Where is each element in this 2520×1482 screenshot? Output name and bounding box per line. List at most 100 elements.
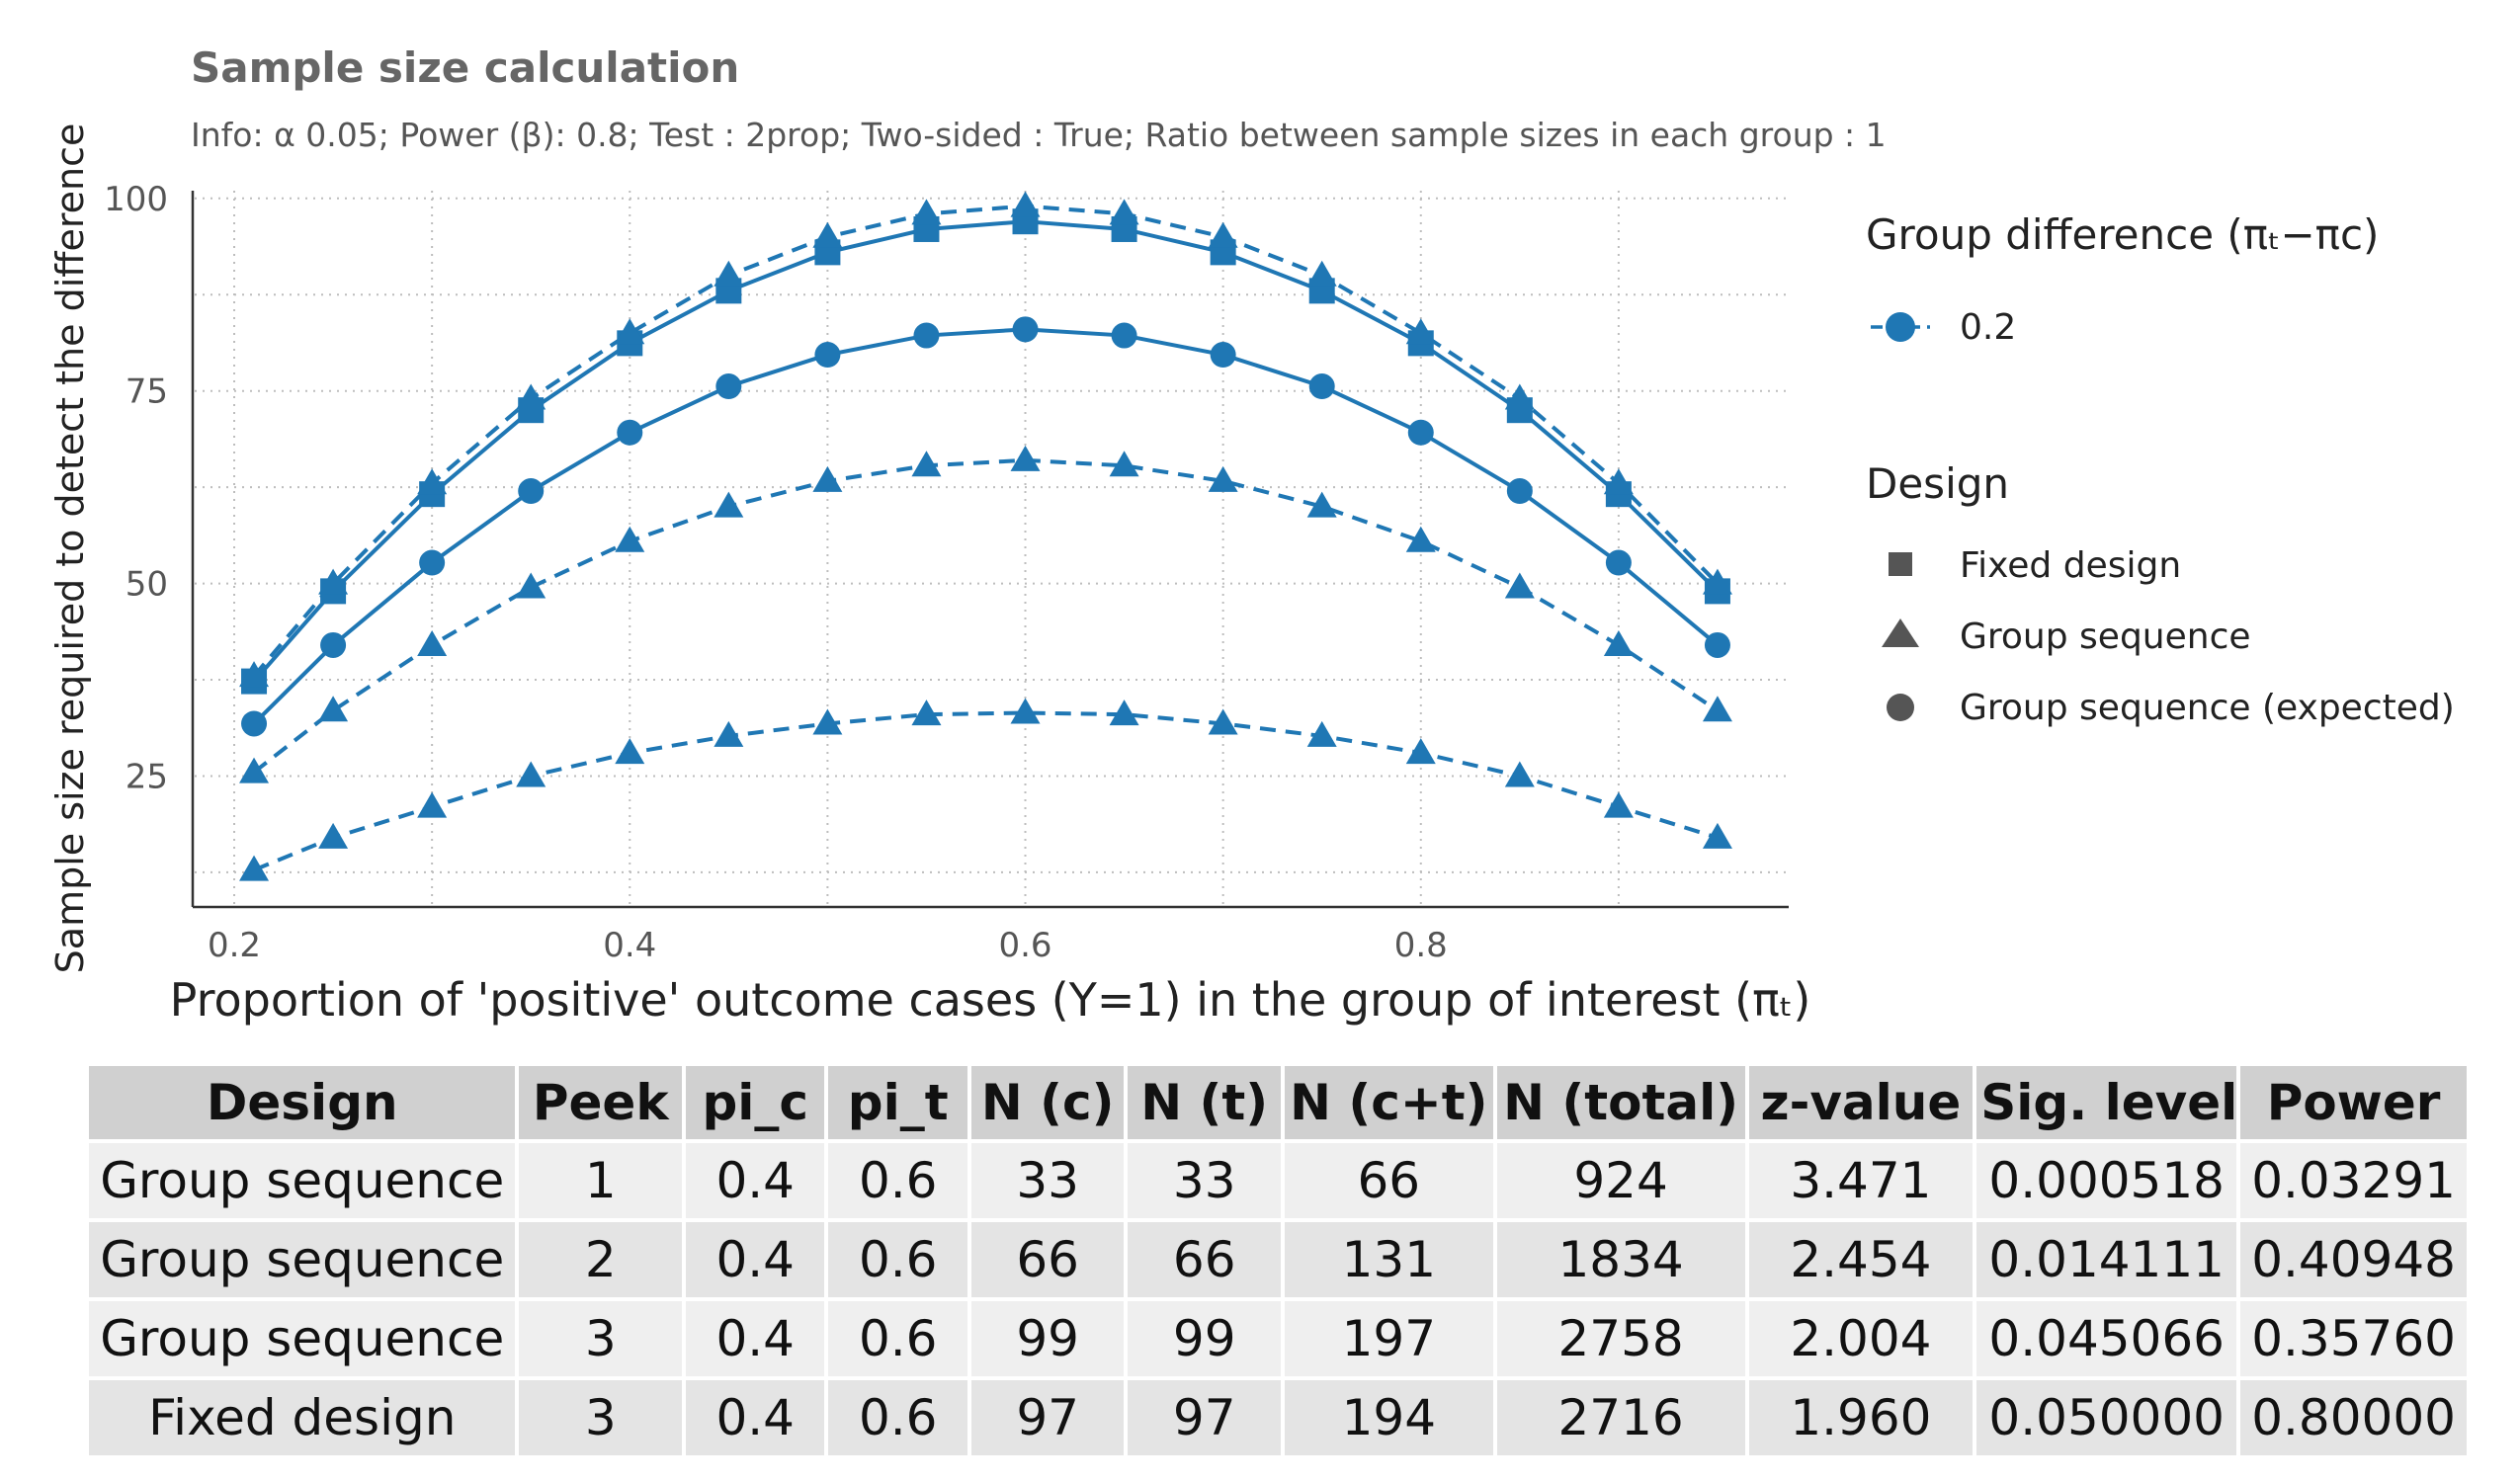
triangle-point xyxy=(1208,465,1238,492)
table-cell: 0.6 xyxy=(828,1380,967,1455)
triangle-point xyxy=(417,629,448,656)
circle-point xyxy=(1704,631,1730,658)
results-table: Design Peek pi_c pi_t N (c) N (t) N (c+t… xyxy=(85,1062,2471,1459)
triangle-point xyxy=(812,708,843,735)
series-line xyxy=(252,327,1720,725)
table-cell: 0.014111 xyxy=(1976,1222,2237,1297)
table-cell: 0.4 xyxy=(686,1143,825,1218)
triangle-point xyxy=(516,383,546,410)
triangle-point xyxy=(1603,629,1634,656)
table-cell: Group sequence xyxy=(89,1301,516,1376)
grid-lines xyxy=(195,191,1787,907)
header-pi-c: pi_c xyxy=(686,1066,825,1139)
data-points xyxy=(239,191,1732,881)
triangle-point xyxy=(911,451,942,477)
table-cell: 0.050000 xyxy=(1976,1380,2237,1455)
table-cell: 0.03291 xyxy=(2240,1143,2467,1218)
chart-title: Sample size calculation xyxy=(191,43,739,92)
triangle-point xyxy=(1603,468,1634,495)
y-tick-label: 50 xyxy=(126,565,168,605)
triangle-point xyxy=(1109,451,1139,477)
triangle-point xyxy=(812,221,843,248)
series-line xyxy=(252,204,1720,678)
triangle-point xyxy=(1504,572,1535,599)
header-sig-level: Sig. level xyxy=(1976,1066,2237,1139)
x-tick-label: 0.2 xyxy=(208,926,261,965)
header-n-t: N (t) xyxy=(1128,1066,1281,1139)
triangle-point xyxy=(318,822,349,849)
triangle-point xyxy=(1109,199,1139,225)
series-line xyxy=(253,710,1719,872)
y-axis-label: Sample size required to detect the diffe… xyxy=(48,124,92,974)
triangle-point xyxy=(239,757,270,783)
triangle-point xyxy=(911,700,942,726)
legend: Group difference (πₜ−πc) 0.2 Design Fixe… xyxy=(1866,210,2455,728)
triangle-point xyxy=(1306,260,1337,287)
triangle-point xyxy=(1405,318,1436,345)
triangle-point xyxy=(1306,720,1337,747)
circle-point xyxy=(715,373,742,400)
header-n-c: N (c) xyxy=(970,1066,1125,1139)
table-cell: 924 xyxy=(1496,1143,1745,1218)
triangle-point xyxy=(417,468,448,495)
table-cell: 0.4 xyxy=(686,1380,825,1455)
table-row: Fixed design 3 0.4 0.6 97 97 194 2716 1.… xyxy=(89,1380,2467,1455)
circle-point xyxy=(419,549,446,576)
table-cell: 2 xyxy=(519,1222,682,1297)
table-cell: 99 xyxy=(1128,1301,1281,1376)
triangle-point xyxy=(1702,696,1732,722)
triangle-point xyxy=(1208,708,1238,735)
table-cell: 197 xyxy=(1284,1301,1493,1376)
y-tick-label: 75 xyxy=(126,372,168,412)
triangle-point xyxy=(615,738,645,765)
table-cell: 66 xyxy=(970,1222,1125,1297)
table-cell: 1.960 xyxy=(1748,1380,1974,1455)
series-line xyxy=(252,219,1720,683)
legend-group-marker xyxy=(1886,312,1915,342)
table-cell: 99 xyxy=(970,1301,1125,1376)
table-cell: 2758 xyxy=(1496,1301,1745,1376)
circle-point xyxy=(1012,316,1039,343)
circle-point xyxy=(1605,549,1632,576)
table-cell: 0.6 xyxy=(828,1222,967,1297)
header-design: Design xyxy=(89,1066,516,1139)
circle-point xyxy=(1210,342,1236,369)
triangle-point xyxy=(1702,568,1732,595)
triangle-point xyxy=(318,696,349,722)
table-cell: Fixed design xyxy=(89,1380,516,1455)
circle-point xyxy=(913,322,940,349)
triangle-point xyxy=(1306,491,1337,518)
header-peek: Peek xyxy=(519,1066,682,1139)
circle-point xyxy=(617,419,643,446)
triangle-point xyxy=(239,661,270,688)
table-cell: 3 xyxy=(519,1380,682,1455)
triangle-point xyxy=(318,568,349,595)
table-cell: 0.35760 xyxy=(2240,1301,2467,1376)
table-cell: 0.4 xyxy=(686,1301,825,1376)
circle-point xyxy=(1111,322,1137,349)
table-cell: 66 xyxy=(1128,1222,1281,1297)
triangle-point xyxy=(417,791,448,818)
triangle-point xyxy=(1702,822,1732,849)
table-cell: 194 xyxy=(1284,1380,1493,1455)
chart-subtitle: Info: α 0.05; Power (β): 0.8; Test : 2pr… xyxy=(191,116,1887,154)
y-tick-label: 25 xyxy=(126,757,168,796)
triangle-point xyxy=(615,318,645,345)
table-cell: 0.80000 xyxy=(2240,1380,2467,1455)
x-tick-label: 0.8 xyxy=(1394,926,1448,965)
triangle-point xyxy=(516,572,546,599)
table-cell: Group sequence xyxy=(89,1143,516,1218)
triangle-point xyxy=(1603,791,1634,818)
legend-design-item-group-sequence: Group sequence xyxy=(1960,617,2251,657)
table-cell: 66 xyxy=(1284,1143,1493,1218)
circle-point xyxy=(1407,419,1434,446)
triangle-point xyxy=(1504,383,1535,410)
sample-size-chart: Sample size calculation Info: α 0.05; Po… xyxy=(48,43,2455,1027)
table-cell: 3 xyxy=(519,1301,682,1376)
header-power: Power xyxy=(2240,1066,2467,1139)
triangle-point xyxy=(516,761,546,787)
table-cell: 2.004 xyxy=(1748,1301,1974,1376)
table-cell: 3.471 xyxy=(1748,1143,1974,1218)
table-header-row: Design Peek pi_c pi_t N (c) N (t) N (c+t… xyxy=(89,1066,2467,1139)
triangle-point xyxy=(1208,221,1238,248)
